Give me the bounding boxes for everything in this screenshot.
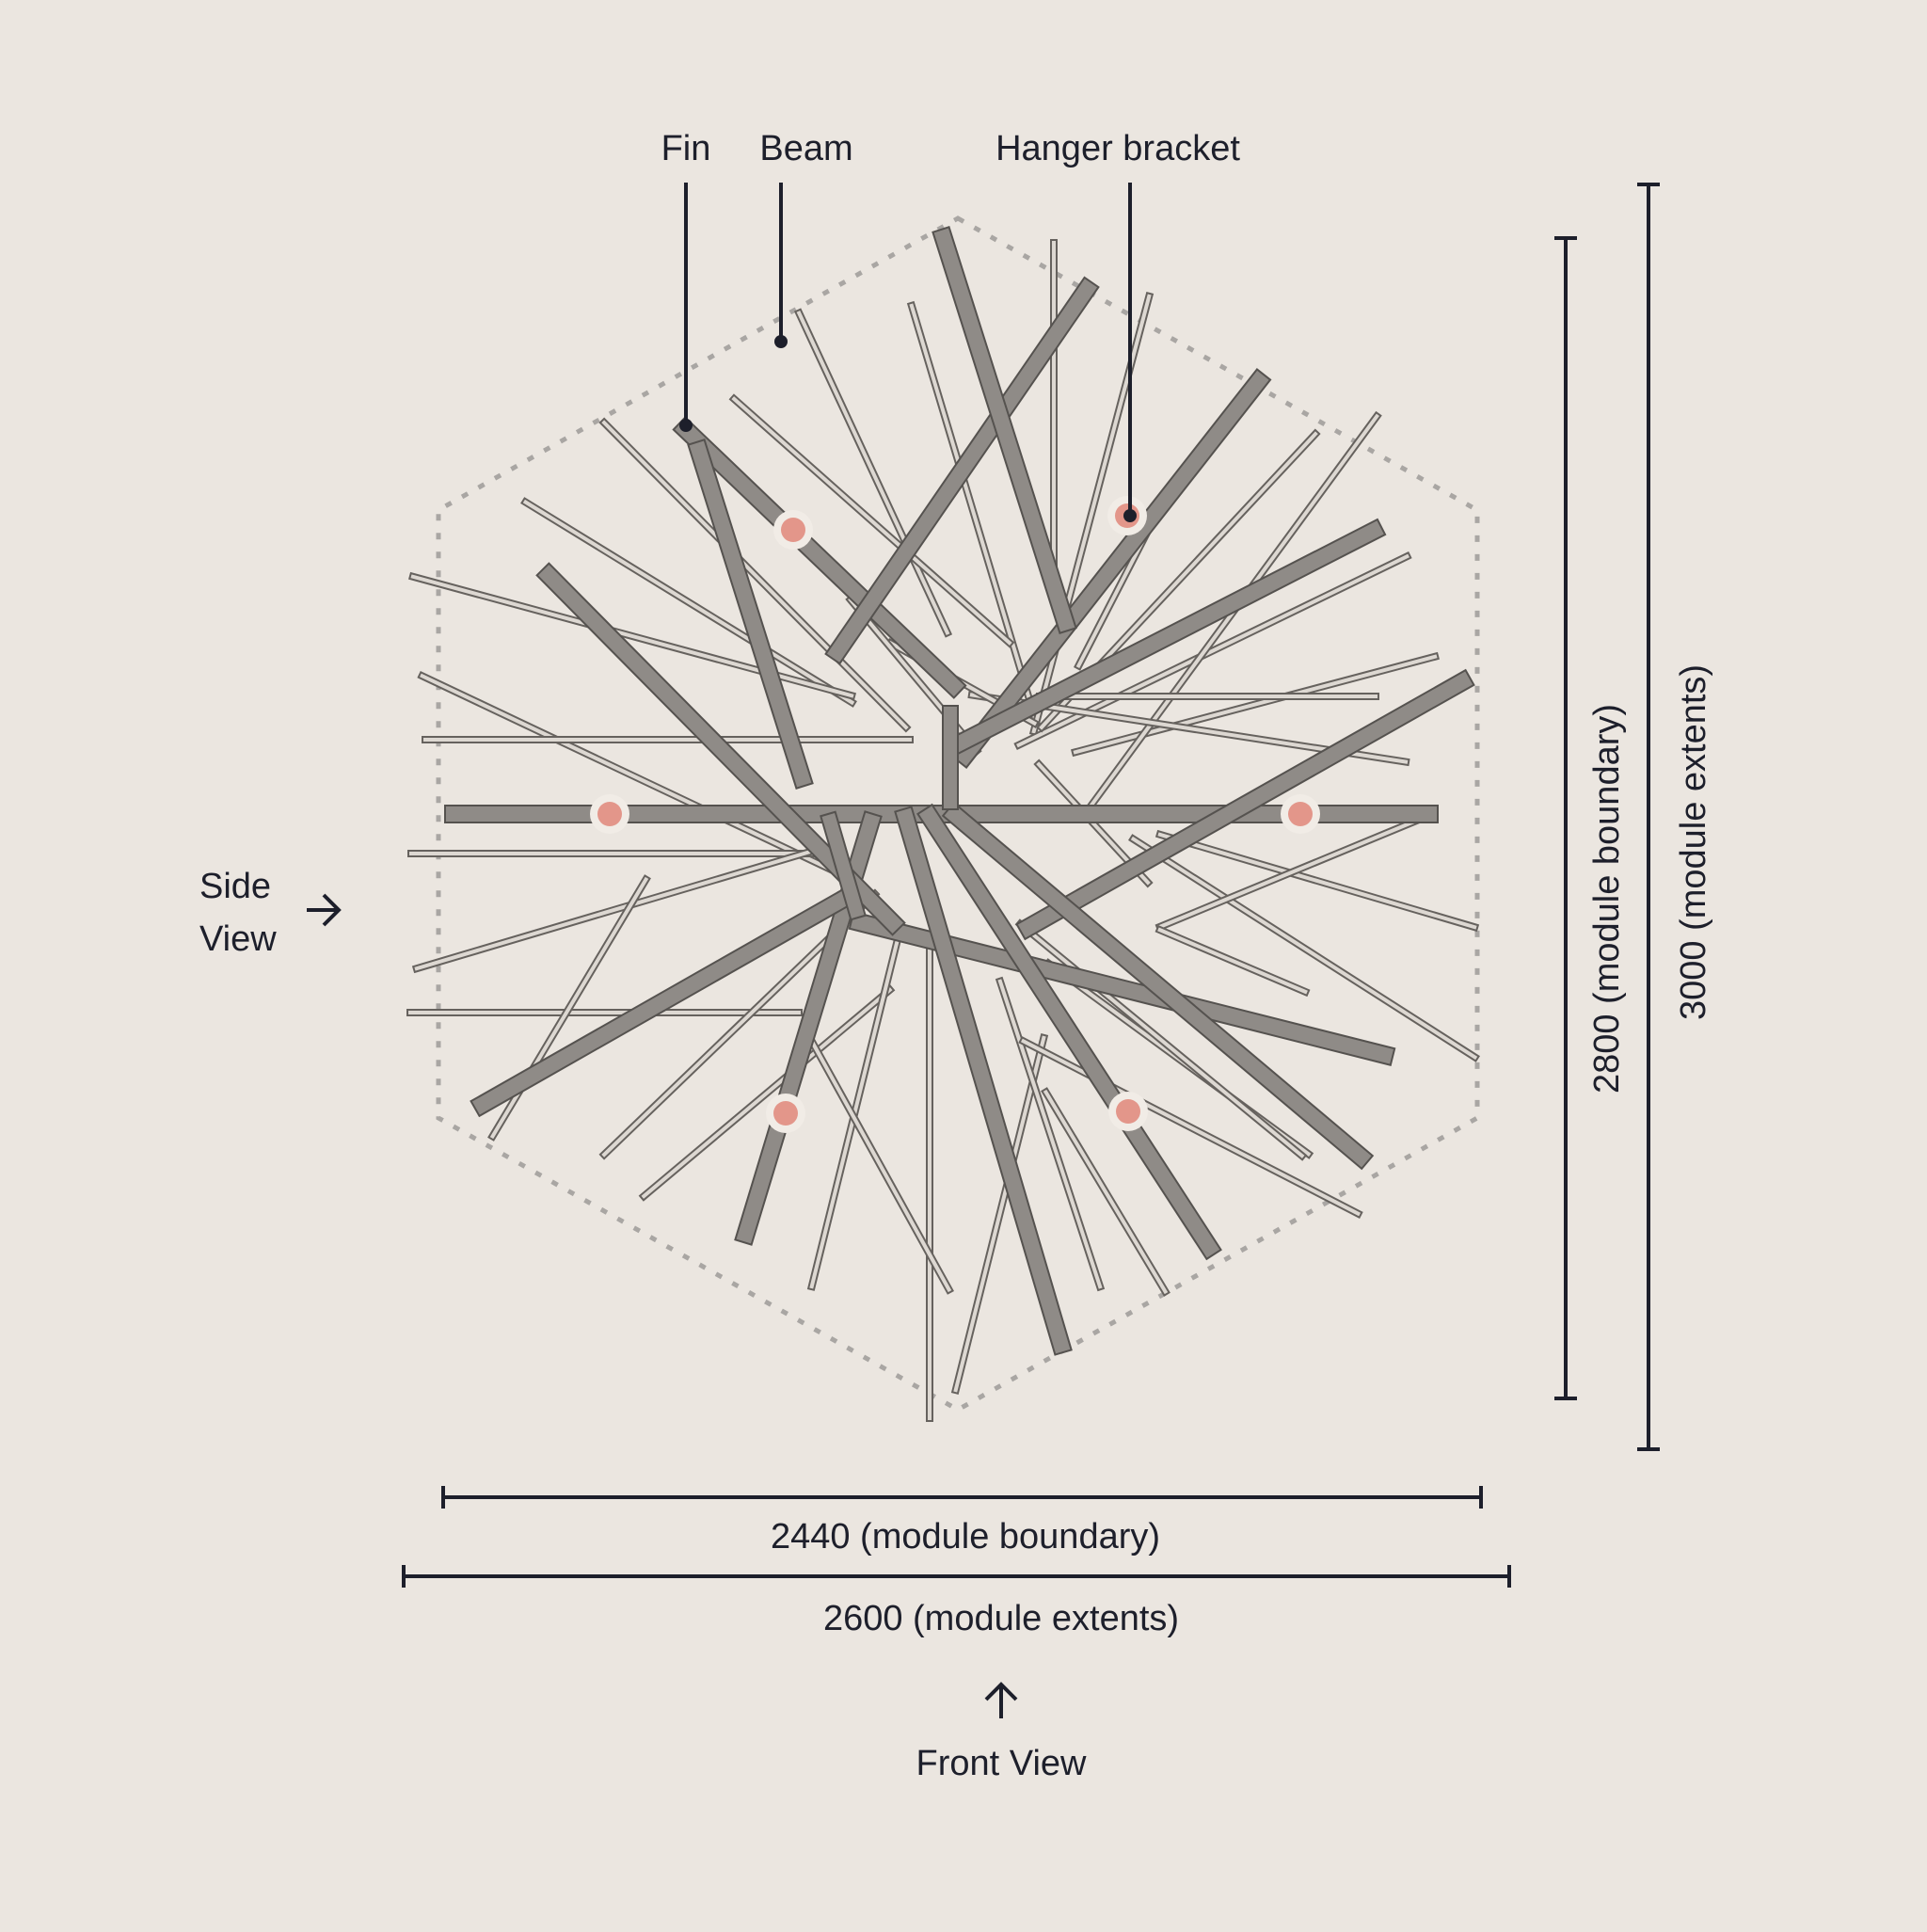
beam bbox=[824, 276, 1100, 665]
callout-hanger-bracket-label: Hanger bracket bbox=[995, 129, 1240, 168]
side-view-indicator: Side View bbox=[199, 867, 342, 959]
callout-beam-label: Beam bbox=[759, 129, 852, 168]
beam bbox=[848, 911, 1396, 1066]
side-view-label-line1: Side bbox=[199, 867, 271, 906]
hanger-bracket bbox=[590, 794, 629, 834]
beam bbox=[687, 439, 814, 790]
fin bbox=[1041, 1087, 1171, 1297]
fin bbox=[728, 393, 1015, 648]
beam bbox=[932, 226, 1077, 634]
callout-fin-dot bbox=[679, 419, 693, 432]
fin bbox=[638, 984, 896, 1202]
beam bbox=[951, 368, 1272, 769]
hanger-bracket-dot bbox=[1116, 1099, 1140, 1124]
fin bbox=[926, 931, 933, 1422]
callout-fin: Fin bbox=[661, 129, 711, 432]
fin bbox=[967, 690, 1410, 767]
beam bbox=[535, 562, 906, 936]
side-view-label-line2: View bbox=[199, 919, 277, 959]
beam bbox=[894, 806, 1073, 1356]
hanger-bracket-dot bbox=[597, 802, 622, 826]
dimension-height-extents-label: 3000 (module extents) bbox=[1674, 664, 1713, 1020]
beam bbox=[1015, 668, 1475, 941]
dimension-height-boundary: 2800 (module boundary) bbox=[1554, 236, 1627, 1400]
hanger-bracket bbox=[1281, 794, 1320, 834]
fin bbox=[1014, 918, 1308, 1161]
callout-beam-dot bbox=[774, 335, 788, 348]
fin bbox=[1036, 428, 1321, 733]
fin bbox=[598, 888, 881, 1160]
hanger-bracket-dot bbox=[781, 518, 805, 542]
dimension-height-extents: 3000 (module extents) bbox=[1637, 183, 1713, 1451]
fin bbox=[1050, 239, 1058, 594]
arrow-up-icon bbox=[984, 1682, 1018, 1718]
callout-fin-label: Fin bbox=[661, 129, 711, 168]
fin bbox=[1155, 924, 1311, 998]
hanger-bracket-group bbox=[590, 496, 1320, 1133]
beam bbox=[820, 810, 867, 921]
fin bbox=[995, 976, 1106, 1292]
beam bbox=[941, 801, 1375, 1171]
hanger-bracket-dot bbox=[1288, 802, 1313, 826]
dimension-width-extents: 2600 (module extents) bbox=[402, 1565, 1511, 1638]
beam bbox=[916, 803, 1222, 1261]
dimension-width-extents-label: 2600 (module extents) bbox=[823, 1599, 1179, 1638]
dimension-width-boundary-label: 2440 (module boundary) bbox=[771, 1517, 1160, 1557]
fin bbox=[407, 571, 857, 701]
dimension-height-boundary-label: 2800 (module boundary) bbox=[1587, 704, 1627, 1094]
fin bbox=[1071, 651, 1440, 758]
front-view-label: Front View bbox=[916, 1744, 1087, 1783]
beam bbox=[942, 705, 959, 810]
callout-beam: Beam bbox=[759, 129, 853, 348]
hanger-bracket bbox=[773, 510, 813, 550]
hanger-bracket-dot bbox=[773, 1101, 798, 1126]
fin bbox=[1036, 693, 1379, 700]
beam bbox=[734, 810, 883, 1246]
fin bbox=[950, 1033, 1049, 1395]
callout-hanger-bracket-dot bbox=[1123, 509, 1137, 522]
fin bbox=[1128, 834, 1480, 1062]
fin bbox=[406, 1009, 803, 1016]
fin bbox=[1155, 829, 1480, 933]
beam bbox=[444, 805, 1439, 823]
fin bbox=[407, 850, 821, 857]
hanger-bracket bbox=[766, 1094, 805, 1133]
fin bbox=[487, 874, 651, 1142]
hanger-bracket bbox=[1108, 1092, 1148, 1131]
beam-group bbox=[444, 226, 1475, 1356]
dimension-width-boundary: 2440 (module boundary) bbox=[441, 1486, 1483, 1557]
callout-hanger-bracket: Hanger bracket bbox=[995, 129, 1240, 522]
front-view-indicator: Front View bbox=[916, 1682, 1087, 1783]
fin bbox=[422, 736, 914, 743]
arrow-right-icon bbox=[307, 893, 342, 927]
